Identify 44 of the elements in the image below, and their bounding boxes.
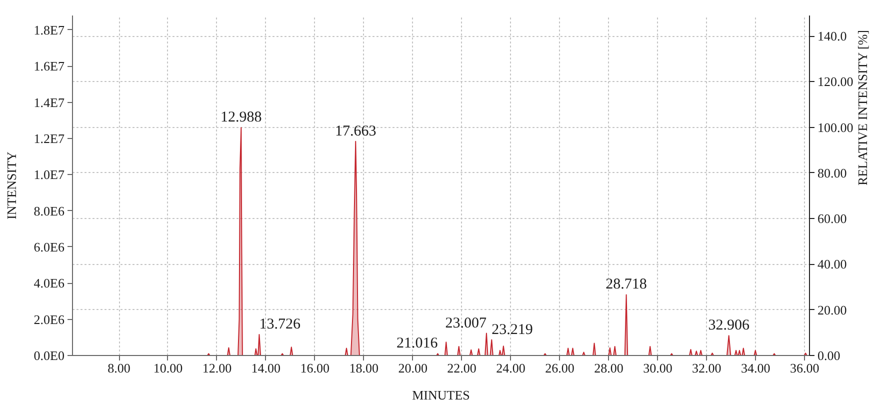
x-tick-label: 8.00 (108, 360, 130, 376)
y2-tick-label: 40.00 (818, 256, 847, 272)
y2-tick-label: 80.00 (818, 165, 847, 180)
x-tick-label: 34.00 (741, 360, 770, 376)
x-tick-label: 12.00 (202, 360, 232, 376)
x-tick-label: 10.00 (153, 360, 183, 376)
y-tick-label: 2.0E6 (34, 312, 65, 327)
y2-tick-label: 120.00 (818, 74, 854, 90)
x-tick-label: 32.00 (692, 360, 722, 376)
y2-tick-label: 20.00 (818, 302, 847, 318)
x-tick-label: 30.00 (643, 360, 672, 376)
x-tick-label: 26.00 (545, 360, 574, 376)
y2-tick-label: 100.00 (818, 120, 854, 135)
x-axis-title: MINUTES (412, 388, 470, 402)
y2-tick-label: 60.00 (818, 211, 847, 226)
y-tick-label: 1.4E7 (34, 94, 65, 110)
x-tick-label: 16.00 (300, 360, 330, 376)
annotation: 23.219 (492, 322, 533, 338)
y-tick-label: 1.8E7 (34, 22, 65, 38)
annotation: 32.906 (708, 318, 750, 334)
annotation: 23.007 (445, 315, 487, 332)
x-tick-label: 22.00 (447, 360, 476, 376)
annotation: 13.726 (259, 316, 301, 333)
x-tick-label: 14.00 (251, 360, 281, 376)
y-tick-label: 1.0E7 (34, 167, 65, 182)
y-axis-title: INTENSITY (4, 150, 19, 220)
x-tick-label: 28.00 (594, 360, 624, 376)
y-tick-label: 4.0E6 (34, 276, 65, 291)
annotation: 17.663 (334, 123, 376, 140)
y-tick-label: 8.0E6 (34, 203, 65, 218)
x-tick-label: 18.00 (349, 360, 378, 376)
y-tick-label: 1.6E7 (34, 58, 65, 74)
annotation: 28.718 (606, 276, 647, 293)
y-tick-label: 1.2E7 (34, 130, 65, 146)
y-tick-label: 0.0E0 (34, 348, 65, 363)
x-tick-label: 20.00 (398, 360, 428, 376)
y2-axis-title: RELATIVE INTENSITY [%] (854, 30, 870, 186)
y2-tick-label: 140.0 (818, 28, 847, 44)
x-tick-label: 24.00 (496, 360, 526, 376)
x-tick-label: 36.00 (790, 360, 820, 376)
y-tick-label: 6.0E6 (34, 239, 65, 254)
annotation: 12.988 (220, 110, 262, 126)
annotation: 21.016 (396, 336, 438, 352)
y2-tick-label: 0.00 (818, 348, 840, 363)
